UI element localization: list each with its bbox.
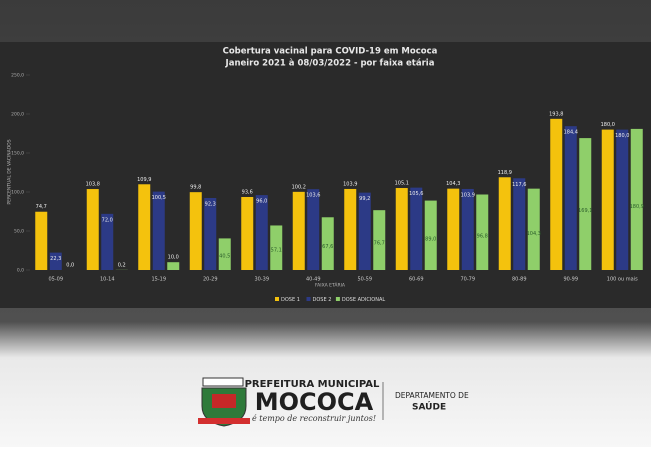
bar bbox=[359, 193, 371, 270]
bar bbox=[447, 189, 459, 270]
bar bbox=[602, 130, 614, 270]
bar bbox=[138, 184, 150, 270]
value-label: 92,3 bbox=[205, 202, 216, 208]
value-label: 22,3 bbox=[50, 256, 61, 262]
bar bbox=[190, 192, 202, 270]
bar bbox=[513, 178, 525, 270]
bar bbox=[344, 189, 356, 270]
value-label: 180,0 bbox=[615, 133, 629, 139]
bar bbox=[528, 189, 540, 270]
x-tick-label: 10-14 bbox=[100, 277, 115, 283]
value-label: 0,2 bbox=[118, 262, 126, 268]
x-tick-label: 40-49 bbox=[306, 277, 321, 283]
value-label: 74,7 bbox=[36, 204, 47, 210]
legend-label: DOSE 1 bbox=[281, 297, 300, 303]
bar bbox=[616, 130, 628, 270]
value-label: 57,1 bbox=[271, 247, 282, 253]
y-tick-label: 50,0 bbox=[14, 229, 24, 235]
legend-swatch bbox=[275, 297, 279, 301]
value-label: 117,6 bbox=[512, 182, 526, 188]
value-label: 103,6 bbox=[306, 193, 320, 199]
value-label: 93,6 bbox=[242, 189, 253, 195]
y-tick-label: 100,0 bbox=[11, 190, 24, 196]
x-tick-label: 15-19 bbox=[151, 277, 166, 283]
legend-swatch bbox=[336, 297, 340, 301]
value-label: 10,0 bbox=[168, 255, 179, 261]
x-tick-label: 60-69 bbox=[409, 277, 424, 283]
legend-label: DOSE 2 bbox=[313, 297, 332, 303]
value-label: 76,7 bbox=[374, 241, 385, 247]
value-label: 109,9 bbox=[137, 177, 151, 183]
bar bbox=[550, 119, 562, 270]
bar bbox=[153, 192, 165, 270]
bar bbox=[35, 212, 47, 270]
value-label: 96,8 bbox=[477, 234, 488, 240]
x-tick-label: 05-09 bbox=[48, 277, 63, 283]
legend-label: DOSE ADICIONAL bbox=[342, 297, 386, 303]
chart-title: Cobertura vacinal para COVID-19 em Mococ… bbox=[223, 47, 438, 57]
value-label: 180,0 bbox=[601, 122, 615, 128]
value-label: 72,0 bbox=[102, 217, 113, 223]
bar bbox=[204, 198, 216, 270]
value-label: 40,5 bbox=[219, 253, 230, 259]
x-tick-label: 30-39 bbox=[254, 277, 269, 283]
value-label: 100,2 bbox=[292, 184, 306, 190]
legend-swatch bbox=[307, 297, 311, 301]
bar bbox=[293, 192, 305, 270]
value-label: 104,3 bbox=[446, 181, 460, 187]
department: DEPARTAMENTO DE bbox=[395, 391, 469, 400]
y-tick-label: 250,0 bbox=[11, 73, 24, 79]
value-label: 103,8 bbox=[86, 182, 100, 188]
bar bbox=[565, 126, 577, 270]
x-tick-label: 70-79 bbox=[460, 277, 475, 283]
x-tick-label: 20-29 bbox=[203, 277, 218, 283]
crest bbox=[198, 378, 250, 426]
bar bbox=[167, 262, 179, 270]
value-label: 105,1 bbox=[395, 181, 409, 187]
x-tick-label: 80-89 bbox=[512, 277, 527, 283]
value-label: 96,0 bbox=[256, 199, 267, 205]
value-label: 67,6 bbox=[322, 244, 333, 250]
bar bbox=[462, 189, 474, 270]
bar bbox=[241, 197, 253, 270]
city: MOCOCA bbox=[255, 388, 374, 416]
value-label: 118,9 bbox=[498, 170, 512, 176]
bar bbox=[396, 188, 408, 270]
bar bbox=[631, 129, 643, 270]
bar bbox=[87, 189, 99, 270]
value-label: 104,3 bbox=[527, 231, 541, 237]
x-tick-label: 90-99 bbox=[563, 277, 578, 283]
y-tick-label: 200,0 bbox=[11, 112, 24, 118]
value-label: 105,6 bbox=[409, 191, 423, 197]
value-label: 180,9 bbox=[630, 204, 644, 210]
value-label: 99,2 bbox=[359, 196, 370, 202]
value-label: 103,9 bbox=[343, 181, 357, 187]
value-label: 0,0 bbox=[66, 263, 74, 269]
x-tick-label: 100 ou mais bbox=[607, 277, 638, 283]
x-tick-label: 50-59 bbox=[357, 277, 372, 283]
bar bbox=[499, 177, 511, 270]
chart-subtitle: Janeiro 2021 à 08/03/2022 - por faixa et… bbox=[225, 59, 435, 69]
value-label: 100,5 bbox=[152, 195, 166, 201]
y-tick-label: 150,0 bbox=[11, 151, 24, 157]
bar bbox=[476, 194, 488, 270]
bar bbox=[256, 195, 268, 270]
value-label: 169,1 bbox=[578, 208, 592, 214]
value-label: 89,0 bbox=[425, 236, 436, 242]
x-axis-label: FAIXA ETÁRIA bbox=[315, 282, 346, 289]
department-name: SAÚDE bbox=[412, 401, 446, 413]
value-label: 99,8 bbox=[190, 185, 201, 191]
y-tick-label: 0,0 bbox=[17, 268, 24, 274]
value-label: 184,4 bbox=[564, 130, 578, 136]
slogan: é tempo de reconstruir juntos! bbox=[252, 414, 376, 423]
bar bbox=[307, 189, 319, 270]
value-label: 103,9 bbox=[461, 192, 475, 198]
bar bbox=[579, 138, 591, 270]
bar bbox=[410, 188, 422, 270]
value-label: 193,8 bbox=[549, 111, 563, 117]
